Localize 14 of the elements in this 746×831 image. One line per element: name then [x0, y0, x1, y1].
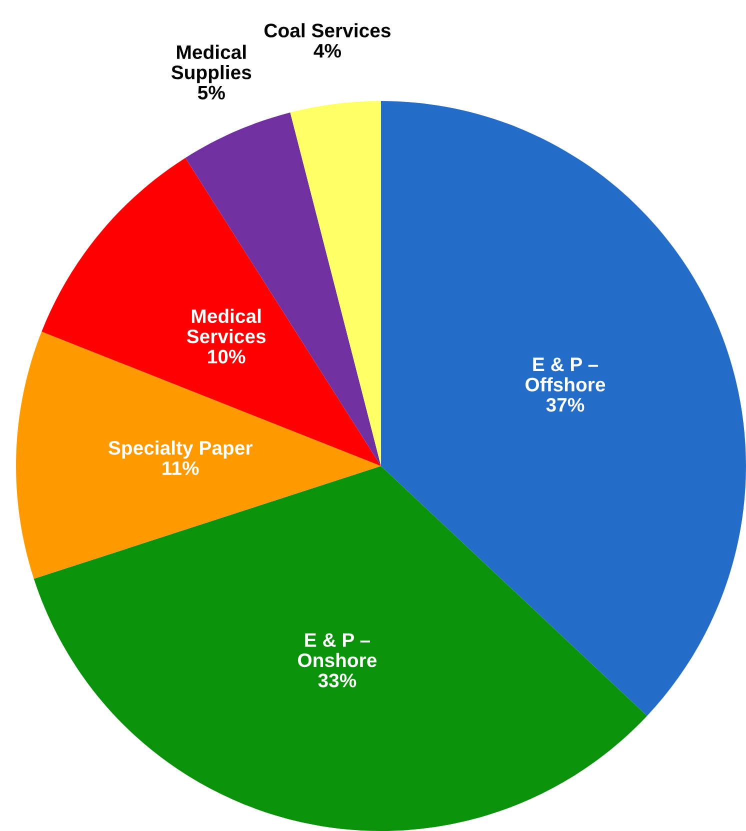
- slice-label: Medical Services: [186, 308, 266, 344]
- data-label: 4%: [314, 44, 342, 58]
- data-label: 11%: [162, 461, 199, 475]
- data-label: 37%: [546, 398, 584, 412]
- data-label: 33%: [318, 674, 356, 688]
- slice-label: E & P – Offshore: [526, 358, 606, 392]
- slice-label: Specialty Paper: [108, 440, 252, 459]
- pie-slice: [381, 101, 746, 716]
- slice-label: Coal Services: [264, 23, 390, 38]
- pie-slice: [290, 101, 381, 466]
- data-label: 5%: [198, 86, 225, 100]
- slice-label: E & P – Onshore: [298, 633, 377, 668]
- slice-label: Medical Supplies: [171, 44, 252, 84]
- data-label: 10%: [208, 350, 246, 364]
